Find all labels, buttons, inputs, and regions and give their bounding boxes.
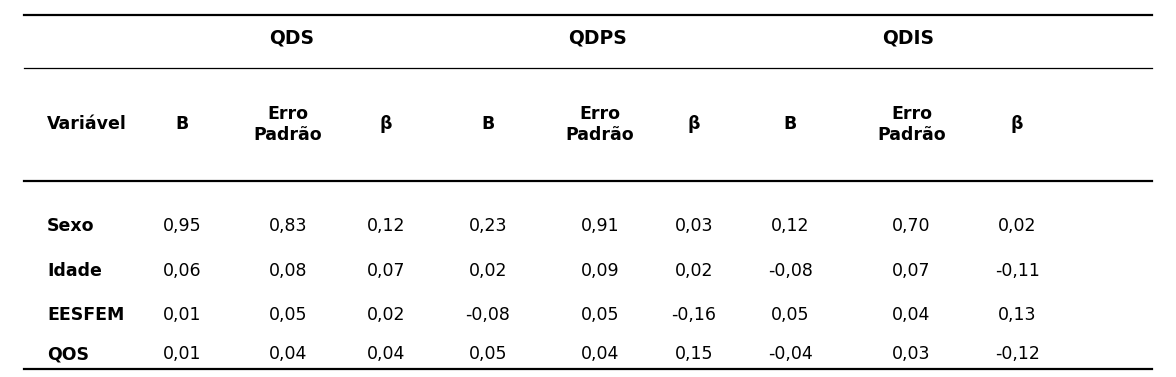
Text: QDPS: QDPS xyxy=(568,28,627,47)
Text: β: β xyxy=(380,115,392,133)
Text: 0,05: 0,05 xyxy=(469,345,507,363)
Text: β: β xyxy=(1011,115,1023,133)
Text: QDS: QDS xyxy=(269,28,314,47)
Text: 0,04: 0,04 xyxy=(269,345,307,363)
Text: 0,91: 0,91 xyxy=(581,217,619,235)
Text: 0,01: 0,01 xyxy=(163,306,201,324)
Text: 0,04: 0,04 xyxy=(893,306,930,324)
Text: 0,02: 0,02 xyxy=(469,262,507,280)
Text: -0,04: -0,04 xyxy=(768,345,813,363)
Text: 0,04: 0,04 xyxy=(367,345,405,363)
Text: 0,07: 0,07 xyxy=(893,262,930,280)
Text: 0,02: 0,02 xyxy=(675,262,713,280)
Text: -0,11: -0,11 xyxy=(995,262,1040,280)
Text: QDIS: QDIS xyxy=(882,28,934,47)
Text: 0,05: 0,05 xyxy=(581,306,619,324)
Text: 0,06: 0,06 xyxy=(163,262,201,280)
Text: Erro
Padrão: Erro Padrão xyxy=(877,105,946,144)
Text: 0,03: 0,03 xyxy=(893,345,930,363)
Text: 0,05: 0,05 xyxy=(269,306,307,324)
Text: B: B xyxy=(175,115,189,133)
Text: 0,15: 0,15 xyxy=(675,345,713,363)
Text: QOS: QOS xyxy=(47,345,89,363)
Text: 0,09: 0,09 xyxy=(581,262,619,280)
Text: 0,95: 0,95 xyxy=(163,217,201,235)
Text: 0,83: 0,83 xyxy=(269,217,307,235)
Text: 0,04: 0,04 xyxy=(581,345,619,363)
Text: B: B xyxy=(783,115,797,133)
Text: 0,12: 0,12 xyxy=(771,217,809,235)
Text: 0,05: 0,05 xyxy=(771,306,809,324)
Text: B: B xyxy=(481,115,495,133)
Text: EESFEM: EESFEM xyxy=(47,306,125,324)
Text: Erro
Padrão: Erro Padrão xyxy=(254,105,322,144)
Text: 0,70: 0,70 xyxy=(893,217,930,235)
Text: 0,23: 0,23 xyxy=(469,217,507,235)
Text: β: β xyxy=(688,115,700,133)
Text: -0,16: -0,16 xyxy=(671,306,716,324)
Text: Sexo: Sexo xyxy=(47,217,94,235)
Text: -0,08: -0,08 xyxy=(768,262,813,280)
Text: 0,08: 0,08 xyxy=(269,262,307,280)
Text: 0,13: 0,13 xyxy=(998,306,1036,324)
Text: -0,08: -0,08 xyxy=(466,306,510,324)
Text: 0,03: 0,03 xyxy=(675,217,713,235)
Text: 0,02: 0,02 xyxy=(367,306,405,324)
Text: 0,12: 0,12 xyxy=(367,217,405,235)
Text: Idade: Idade xyxy=(47,262,102,280)
Text: Erro
Padrão: Erro Padrão xyxy=(566,105,634,144)
Text: -0,12: -0,12 xyxy=(995,345,1040,363)
Text: 0,07: 0,07 xyxy=(367,262,405,280)
Text: 0,02: 0,02 xyxy=(998,217,1036,235)
Text: 0,01: 0,01 xyxy=(163,345,201,363)
Text: Variável: Variável xyxy=(47,115,127,133)
